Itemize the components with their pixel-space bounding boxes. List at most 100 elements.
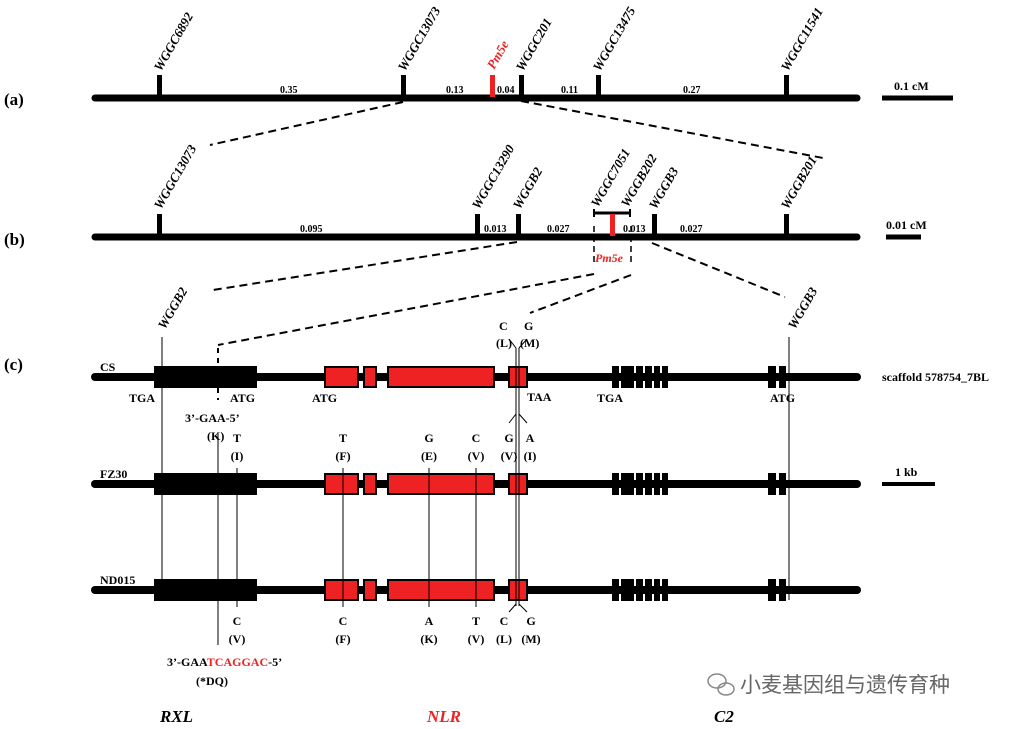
watermark: 小麦基因组与遗传育种 xyxy=(740,673,950,697)
svg-text:TGA: TGA xyxy=(129,391,155,405)
wechat-icon xyxy=(707,673,735,696)
line-label-nd015: ND015 xyxy=(100,573,135,587)
c2-exon xyxy=(654,473,660,495)
rxl-gene-block xyxy=(154,473,257,495)
marker-tick xyxy=(519,75,524,97)
distance: 0.027 xyxy=(547,224,570,235)
nlr-exon xyxy=(508,473,528,495)
panel-label-a: (a) xyxy=(4,90,24,109)
gene-tick xyxy=(490,75,495,97)
nlr-exon xyxy=(387,473,495,495)
distance: 0.11 xyxy=(561,85,578,96)
c2-exon xyxy=(662,366,668,388)
panel-label-c: (c) xyxy=(4,355,23,374)
nlr-exon xyxy=(363,579,377,601)
c2-exon xyxy=(636,579,643,601)
snp-aa: (V) xyxy=(468,632,485,646)
snp-base: T xyxy=(472,614,480,628)
zoom-connectors xyxy=(209,100,824,346)
marker-tick xyxy=(475,214,480,236)
marker-label: WGGC201 xyxy=(513,15,555,73)
cs-annotations: TGA ATG ATG TAA TGA ATG 3’-GAA-5’ (K) C … xyxy=(129,319,795,443)
snp-aa: (M) xyxy=(521,632,540,646)
c2-exon xyxy=(621,579,634,601)
distance: 0.27 xyxy=(683,85,701,96)
marker-label: WGGC6892 xyxy=(151,9,197,73)
marker-label: WGGC13073 xyxy=(395,4,444,74)
snp-aa: (V) xyxy=(229,632,246,646)
marker-label: WGGB2 xyxy=(155,284,191,331)
snp-base: G xyxy=(424,431,433,445)
svg-text:G: G xyxy=(524,319,533,333)
snp-base: C xyxy=(339,614,348,628)
marker-label: WGGC11541 xyxy=(778,5,826,74)
panel-label-b: (b) xyxy=(4,230,25,249)
line-label-fz30: FZ30 xyxy=(100,467,127,481)
rxl-gene-block xyxy=(154,579,257,601)
c2-exon xyxy=(612,473,619,495)
c2-exon xyxy=(645,473,652,495)
snp-base: A xyxy=(526,431,535,445)
snp-aa: (V) xyxy=(468,449,485,463)
snp-base: G xyxy=(504,431,513,445)
c2-exon xyxy=(636,473,643,495)
c2-exon xyxy=(621,473,634,495)
svg-text:3’-GAA-5’: 3’-GAA-5’ xyxy=(185,411,240,425)
marker-tick xyxy=(157,75,162,97)
snp-aa: (F) xyxy=(335,632,350,646)
marker-tick xyxy=(784,75,789,97)
marker-tick xyxy=(157,214,162,236)
c2-exon xyxy=(768,366,776,388)
distance: 0.04 xyxy=(497,85,515,96)
c2-exon xyxy=(779,366,786,388)
c2-exon xyxy=(779,473,786,495)
nlr-exon xyxy=(508,579,528,601)
nd015-sequence: 3’-GAATCAGGAC-5’ xyxy=(167,655,282,669)
snp-base: T xyxy=(233,431,241,445)
scale-label: 0.1 cM xyxy=(894,79,929,93)
nlr-exon xyxy=(387,579,495,601)
rxl-gene-block xyxy=(154,366,257,388)
distance: 0.095 xyxy=(300,224,323,235)
distance: 0.35 xyxy=(280,85,298,96)
c2-exon xyxy=(662,473,668,495)
nlr-exon xyxy=(508,366,528,388)
nd015-aa-change: (*DQ) xyxy=(196,674,228,688)
snp-aa: (K) xyxy=(420,632,437,646)
marker-label: WGGC13073 xyxy=(151,142,200,212)
distance: 0.013 xyxy=(623,224,646,235)
c2-exon xyxy=(779,579,786,601)
marker-tick xyxy=(596,75,601,97)
nlr-exon xyxy=(363,473,377,495)
gene-name-c2: C2 xyxy=(714,707,734,726)
nlr-exon xyxy=(324,473,359,495)
marker-tick xyxy=(516,214,521,236)
snp-aa: (I) xyxy=(524,449,537,463)
snp-base: T xyxy=(339,431,347,445)
marker-tick xyxy=(401,75,406,97)
marker-label: WGGB2 xyxy=(510,164,546,211)
svg-text:ATG: ATG xyxy=(230,391,255,405)
distance: 0.13 xyxy=(446,85,464,96)
distance: 0.027 xyxy=(680,224,703,235)
gene-name-nlr: NLR xyxy=(426,707,461,726)
svg-text:(K): (K) xyxy=(207,429,224,443)
distance: 0.013 xyxy=(484,224,507,235)
scale-label: 0.01 cM xyxy=(886,218,927,232)
gene-label: Pm5e xyxy=(484,38,512,72)
gene-label: Pm5e xyxy=(595,251,624,265)
svg-text:TAA: TAA xyxy=(527,390,552,404)
svg-text:ATG: ATG xyxy=(312,391,337,405)
gene-name-rxl: RXL xyxy=(159,707,193,726)
map-a: WGGC6892 WGGC13073 Pm5e WGGC201 WGGC1347… xyxy=(91,4,953,102)
svg-text:C: C xyxy=(499,319,508,333)
gene-tick xyxy=(610,214,615,236)
line-label-cs: CS xyxy=(100,360,116,374)
svg-text:(M): (M) xyxy=(520,336,539,350)
marker-label: WGGC13475 xyxy=(590,4,639,74)
nlr-exon xyxy=(324,366,359,388)
scale-label: 1 kb xyxy=(895,465,918,479)
map-b: Pm5e WGGC13073 WGGC13290 WGGB2 WGGC7051 … xyxy=(91,142,927,265)
nlr-exon xyxy=(324,579,359,601)
